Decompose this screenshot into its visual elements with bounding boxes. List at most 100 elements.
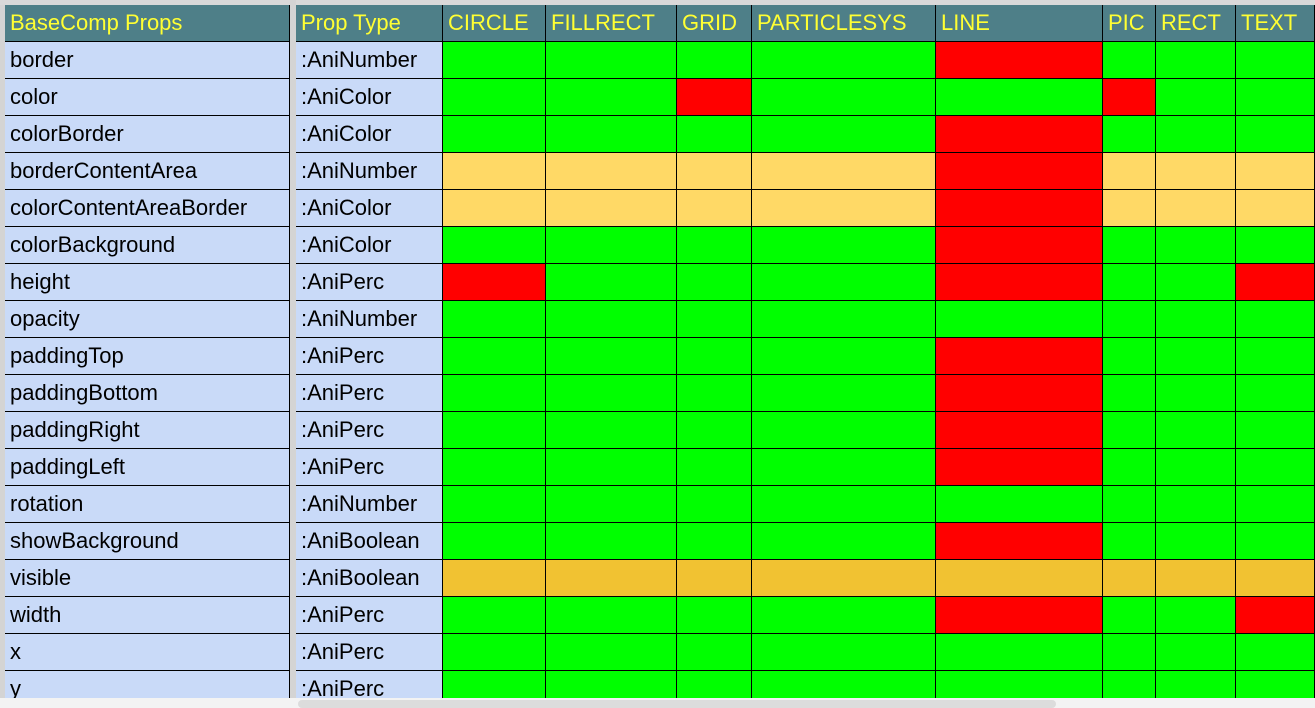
status-cell[interactable] [677,153,752,190]
status-cell[interactable] [752,227,936,264]
header-cell-basecomp-props[interactable]: BaseComp Props [5,5,290,42]
status-cell[interactable] [546,227,677,264]
status-cell[interactable] [1236,116,1315,153]
status-cell[interactable] [677,338,752,375]
prop-name-cell[interactable]: rotation [5,486,290,523]
header-cell-line[interactable]: LINE [936,5,1103,42]
status-cell[interactable] [1103,79,1156,116]
header-cell-pic[interactable]: PIC [1103,5,1156,42]
status-cell[interactable] [1156,486,1236,523]
status-cell[interactable] [546,375,677,412]
status-cell[interactable] [1103,449,1156,486]
status-cell[interactable] [1103,560,1156,597]
status-cell[interactable] [443,79,546,116]
status-cell[interactable] [1103,301,1156,338]
status-cell[interactable] [1156,338,1236,375]
status-cell[interactable] [443,375,546,412]
status-cell[interactable] [1236,523,1315,560]
status-cell[interactable] [752,301,936,338]
header-cell-particlesys[interactable]: PARTICLESYS [752,5,936,42]
status-cell[interactable] [1103,597,1156,634]
status-cell[interactable] [1236,449,1315,486]
status-cell[interactable] [1156,190,1236,227]
prop-name-cell[interactable]: paddingTop [5,338,290,375]
status-cell[interactable] [936,42,1103,79]
header-cell-fillrect[interactable]: FILLRECT [546,5,677,42]
status-cell[interactable] [752,634,936,671]
prop-type-cell[interactable]: :AniPerc [296,412,443,449]
status-cell[interactable] [1156,597,1236,634]
status-cell[interactable] [1156,301,1236,338]
status-cell[interactable] [936,264,1103,301]
status-cell[interactable] [1103,227,1156,264]
prop-name-cell[interactable]: colorContentAreaBorder [5,190,290,227]
status-cell[interactable] [546,153,677,190]
status-cell[interactable] [752,79,936,116]
status-cell[interactable] [1236,597,1315,634]
header-cell-circle[interactable]: CIRCLE [443,5,546,42]
status-cell[interactable] [752,153,936,190]
header-cell-text[interactable]: TEXT [1236,5,1315,42]
status-cell[interactable] [1156,412,1236,449]
prop-type-cell[interactable]: :AniPerc [296,375,443,412]
status-cell[interactable] [1103,338,1156,375]
prop-name-cell[interactable]: visible [5,560,290,597]
prop-type-cell[interactable]: :AniPerc [296,449,443,486]
status-cell[interactable] [443,116,546,153]
status-cell[interactable] [677,227,752,264]
prop-type-cell[interactable]: :AniColor [296,227,443,264]
prop-name-cell[interactable]: width [5,597,290,634]
status-cell[interactable] [1236,227,1315,264]
status-cell[interactable] [443,597,546,634]
prop-type-cell[interactable]: :AniNumber [296,301,443,338]
status-cell[interactable] [443,338,546,375]
prop-name-cell[interactable]: showBackground [5,523,290,560]
status-cell[interactable] [546,597,677,634]
status-cell[interactable] [443,153,546,190]
status-cell[interactable] [677,634,752,671]
prop-type-cell[interactable]: :AniBoolean [296,523,443,560]
status-cell[interactable] [546,190,677,227]
status-cell[interactable] [1156,116,1236,153]
status-cell[interactable] [443,449,546,486]
status-cell[interactable] [1156,153,1236,190]
status-cell[interactable] [1236,79,1315,116]
status-cell[interactable] [1156,79,1236,116]
status-cell[interactable] [936,597,1103,634]
status-cell[interactable] [1103,523,1156,560]
status-cell[interactable] [546,634,677,671]
prop-name-cell[interactable]: paddingRight [5,412,290,449]
status-cell[interactable] [1236,634,1315,671]
status-cell[interactable] [1156,42,1236,79]
status-cell[interactable] [936,523,1103,560]
header-cell-prop-type[interactable]: Prop Type [296,5,443,42]
status-cell[interactable] [443,42,546,79]
status-cell[interactable] [1156,264,1236,301]
status-cell[interactable] [752,560,936,597]
status-cell[interactable] [546,449,677,486]
status-cell[interactable] [546,486,677,523]
prop-name-cell[interactable]: colorBorder [5,116,290,153]
status-cell[interactable] [677,79,752,116]
status-cell[interactable] [546,523,677,560]
status-cell[interactable] [546,116,677,153]
status-cell[interactable] [1103,153,1156,190]
status-cell[interactable] [546,79,677,116]
status-cell[interactable] [443,560,546,597]
status-cell[interactable] [546,412,677,449]
status-cell[interactable] [1236,190,1315,227]
status-cell[interactable] [443,190,546,227]
status-cell[interactable] [443,227,546,264]
status-cell[interactable] [752,449,936,486]
status-cell[interactable] [936,116,1103,153]
status-cell[interactable] [677,375,752,412]
status-cell[interactable] [1103,42,1156,79]
status-cell[interactable] [936,486,1103,523]
status-cell[interactable] [936,338,1103,375]
status-cell[interactable] [936,190,1103,227]
prop-name-cell[interactable]: paddingBottom [5,375,290,412]
status-cell[interactable] [1236,412,1315,449]
status-cell[interactable] [677,523,752,560]
status-cell[interactable] [677,301,752,338]
header-cell-grid[interactable]: GRID [677,5,752,42]
